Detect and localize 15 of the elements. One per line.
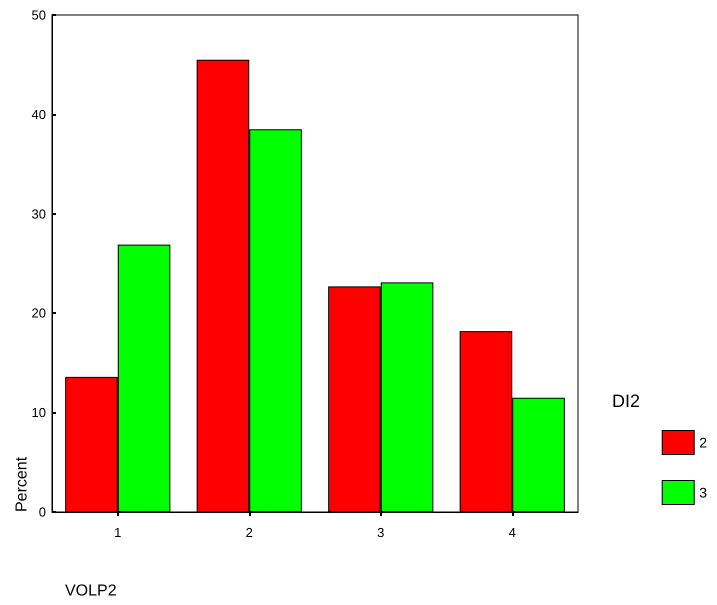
x-tick-label: 3 — [377, 525, 384, 540]
x-tick-label: 4 — [508, 525, 516, 540]
x-tick-label: 2 — [246, 525, 253, 540]
y-tick-label: 20 — [32, 306, 46, 321]
y-tick-label: 30 — [32, 206, 46, 222]
y-tick-label: 40 — [32, 106, 46, 122]
legend-label: 2 — [699, 434, 708, 450]
y-tick-label: 0 — [38, 504, 46, 520]
legend-title: DI2 — [612, 391, 640, 411]
y-axis-title: Percent — [14, 456, 30, 512]
x-axis-title: VOLP2 — [65, 582, 117, 600]
x-tick-label: 1 — [114, 525, 122, 540]
y-tick-label: 10 — [32, 405, 46, 420]
y-tick-label: 50 — [32, 8, 46, 22]
legend-label: 3 — [699, 484, 708, 500]
